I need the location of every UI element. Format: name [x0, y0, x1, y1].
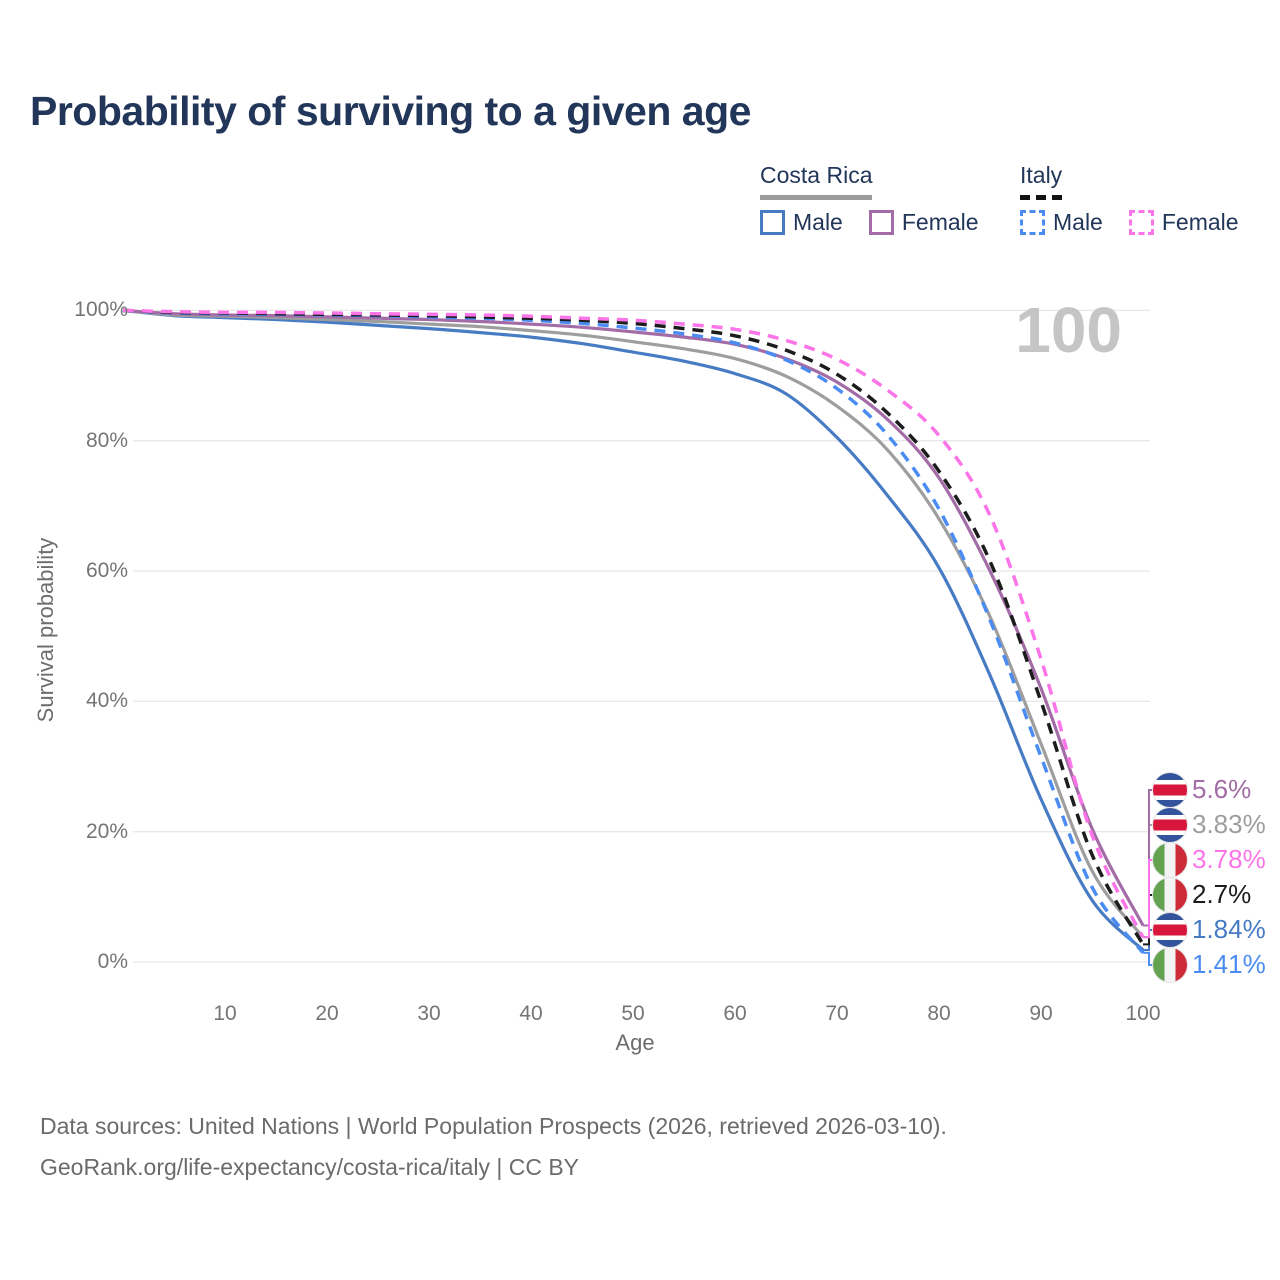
costa-rica-flag-icon	[1153, 773, 1187, 807]
x-tick-label: 20	[315, 1002, 339, 1025]
series-line-costa-rica-all[interactable]	[122, 308, 1145, 938]
end-label-connector	[1143, 789, 1153, 927]
y-tick-label: 0%	[97, 950, 128, 973]
series-line-italy-male[interactable]	[122, 308, 1145, 954]
x-tick-label: 60	[723, 1002, 747, 1025]
legend-row-italy: Male Female	[1020, 209, 1239, 236]
legend-label: Female	[901, 209, 979, 235]
y-axis-title: Survival probability	[33, 537, 58, 723]
y-tick-label: 20%	[85, 819, 128, 843]
end-value-label: 1.84%	[1192, 914, 1266, 944]
x-tick-label: 30	[417, 1002, 441, 1025]
italy-flag-icon	[1153, 948, 1187, 982]
age-counter-watermark: 100	[1015, 294, 1122, 366]
costa-rica-flag-icon	[1153, 808, 1187, 842]
x-tick-label: 10	[213, 1002, 237, 1025]
end-value-label: 1.41%	[1192, 949, 1266, 979]
legend-item-italy-male[interactable]: Male	[1020, 209, 1103, 236]
legend-item-costa-rica-male[interactable]: Male	[760, 209, 843, 236]
end-value-label: 3.78%	[1192, 844, 1266, 874]
series-line-italy-female[interactable]	[122, 308, 1145, 939]
legend-country-italy: Italy	[1020, 162, 1063, 200]
legend-label: Female	[1161, 209, 1239, 235]
costa-rica-flag-icon	[1153, 913, 1187, 947]
costa-rica-male-swatch-icon	[760, 210, 785, 235]
x-tick-label: 100	[1125, 1002, 1161, 1025]
y-tick-label: 100%	[74, 298, 128, 322]
x-tick-label: 50	[621, 1002, 645, 1025]
italy-male-swatch-icon	[1020, 210, 1045, 235]
legend-country-costa-rica: Costa Rica	[760, 162, 873, 200]
series-line-italy-all[interactable]	[122, 308, 1145, 946]
x-tick-label: 70	[825, 1002, 849, 1025]
legend-row-costa-rica: Male Female	[760, 209, 979, 236]
x-tick-label: 90	[1029, 1002, 1053, 1025]
end-label-connector	[1143, 859, 1153, 939]
end-value-label: 2.7%	[1192, 879, 1252, 909]
x-axis-title: Age	[615, 1030, 655, 1055]
page-title: Probability of surviving to a given age	[30, 88, 751, 134]
footer: Data sources: United Nations | World Pop…	[40, 1106, 947, 1188]
legend-label: Male	[793, 209, 843, 235]
y-tick-label: 40%	[85, 689, 128, 713]
end-value-label: 3.83%	[1192, 809, 1266, 839]
y-tick-label: 80%	[85, 428, 128, 452]
italy-flag-icon	[1153, 878, 1187, 912]
legend-label: Male	[1053, 209, 1103, 235]
x-tick-label: 40	[519, 1002, 543, 1025]
legend-group-italy: Italy Male Female	[1020, 162, 1239, 236]
legend-group-costa-rica: Costa Rica Male Female	[760, 162, 979, 236]
italy-flag-icon	[1153, 843, 1187, 877]
series-line-costa-rica-male[interactable]	[122, 308, 1145, 952]
italy-female-swatch-icon	[1128, 210, 1154, 235]
end-label-connector	[1143, 951, 1153, 966]
footer-sources-line: Data sources: United Nations | World Pop…	[40, 1113, 947, 1139]
legend-item-italy-female[interactable]: Female	[1128, 209, 1239, 236]
legend-item-costa-rica-female[interactable]: Female	[868, 209, 979, 236]
footer-link-line: GeoRank.org/life-expectancy/costa-rica/i…	[40, 1154, 580, 1180]
y-tick-label: 60%	[85, 559, 128, 583]
x-tick-label: 80	[927, 1002, 951, 1025]
end-value-label: 5.6%	[1192, 774, 1252, 804]
costa-rica-female-swatch-icon	[868, 210, 894, 235]
